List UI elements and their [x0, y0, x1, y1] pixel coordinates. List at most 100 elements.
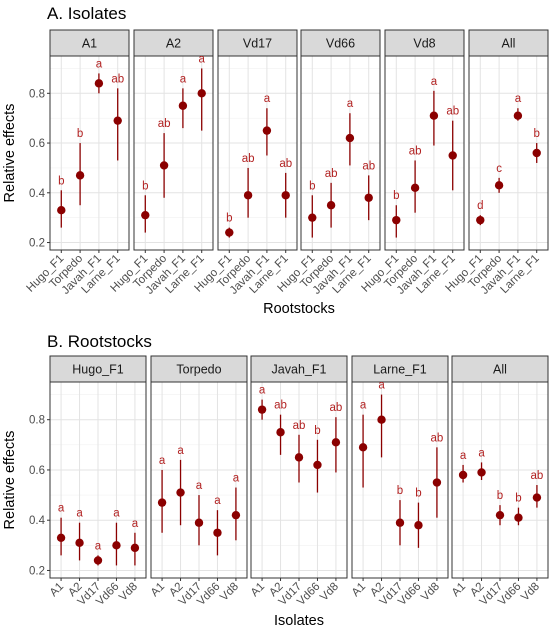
significance-letter: a — [95, 540, 102, 552]
significance-letter: a — [515, 93, 522, 105]
y-tick-label: 0.2 — [29, 565, 45, 577]
x-tick-label: A1 — [149, 581, 167, 599]
significance-letter: ab — [242, 153, 255, 165]
data-point — [513, 111, 523, 120]
significance-letter: ab — [279, 158, 292, 170]
significance-letter: b — [226, 213, 232, 225]
data-point — [395, 518, 405, 527]
significance-letter: a — [478, 447, 485, 459]
data-point — [276, 428, 285, 437]
panel-border — [217, 55, 298, 251]
significance-letter: a — [199, 53, 206, 65]
data-point — [377, 415, 386, 424]
data-point — [112, 541, 121, 550]
data-point — [364, 193, 373, 202]
significance-letter: b — [77, 128, 83, 140]
data-point — [75, 538, 84, 548]
data-point — [458, 470, 468, 480]
significance-letter: b — [314, 425, 320, 437]
x-tick-label: A1 — [249, 581, 267, 599]
chart-title: B. Rootstocks — [47, 332, 152, 351]
chart-title: A. Isolates — [47, 4, 126, 23]
x-tick-label: Vd8 — [117, 581, 140, 604]
chart-a: A. Isolates Relative effects 0.2 0.4 0.6 0.8 A… — [2, 4, 549, 317]
data-point — [429, 111, 439, 120]
y-tick-label: 0.6 — [29, 138, 45, 150]
data-point — [281, 191, 290, 200]
data-point — [308, 213, 317, 222]
facet-strip-label: Hugo_F1 — [72, 363, 123, 377]
y-tick-label: 0.8 — [29, 88, 45, 100]
data-point — [157, 498, 167, 507]
y-tick-label: 0.2 — [29, 238, 45, 250]
significance-letter: ab — [325, 168, 338, 180]
significance-letter: a — [264, 93, 271, 105]
data-point — [94, 79, 104, 88]
facet-strip — [300, 29, 381, 57]
significance-letter: a — [76, 508, 83, 520]
panel-border — [384, 55, 465, 251]
significance-letter: a — [96, 58, 103, 70]
panel-border — [49, 55, 130, 251]
significance-letter: a — [431, 76, 438, 88]
facet-strip-label: All — [502, 37, 516, 51]
significance-letter: b — [393, 190, 399, 202]
data-point — [345, 133, 355, 143]
significance-letter: a — [196, 480, 203, 492]
data-point — [141, 210, 150, 220]
facet-strip-label: Vd66 — [326, 37, 355, 51]
data-point — [326, 201, 336, 210]
significance-letter: a — [180, 73, 187, 85]
facet-strip-label: Vd17 — [243, 37, 272, 51]
facet-strip — [451, 355, 549, 383]
facet-strip — [468, 29, 549, 57]
significance-letter: ab — [293, 420, 306, 432]
x-tick-label: Vd8 — [318, 581, 341, 604]
y-tick-label: 0.6 — [29, 465, 45, 477]
significance-letter: d — [477, 200, 483, 212]
data-point — [243, 191, 253, 200]
significance-letter: ab — [431, 432, 444, 444]
x-tick-label: A1 — [450, 581, 468, 599]
x-tick-label: A1 — [350, 581, 368, 599]
data-point — [57, 206, 66, 215]
data-point — [257, 405, 267, 414]
data-point — [392, 215, 401, 225]
x-tick-label: A1 — [48, 581, 66, 599]
data-point — [514, 513, 523, 522]
panel-border — [300, 55, 381, 251]
significance-letter: a — [113, 508, 120, 520]
facet-strip-label: Torpedo — [176, 363, 221, 377]
data-point — [262, 126, 272, 135]
data-point — [197, 89, 206, 98]
data-point — [494, 181, 504, 190]
panel-border — [133, 55, 214, 251]
data-point — [178, 101, 188, 110]
facet-strip-label: Larne_F1 — [373, 363, 427, 377]
significance-letter: b — [534, 128, 540, 140]
data-point — [56, 533, 66, 542]
data-point — [231, 510, 241, 520]
data-point — [130, 543, 140, 553]
data-point — [194, 518, 204, 527]
significance-letter: b — [309, 180, 315, 192]
data-point — [448, 151, 457, 160]
significance-letter: b — [515, 493, 521, 505]
significance-letter: ab — [274, 400, 287, 412]
y-axis-title: Relative effects — [2, 104, 18, 203]
data-point — [331, 438, 341, 447]
data-point — [410, 183, 420, 193]
significance-letter: ab — [158, 118, 171, 130]
facet-strip-label: Vd8 — [413, 37, 435, 51]
significance-letter: b — [397, 485, 403, 497]
significance-letter: b — [142, 180, 148, 192]
significance-letter: a — [132, 518, 139, 530]
significance-letter: a — [233, 473, 240, 485]
